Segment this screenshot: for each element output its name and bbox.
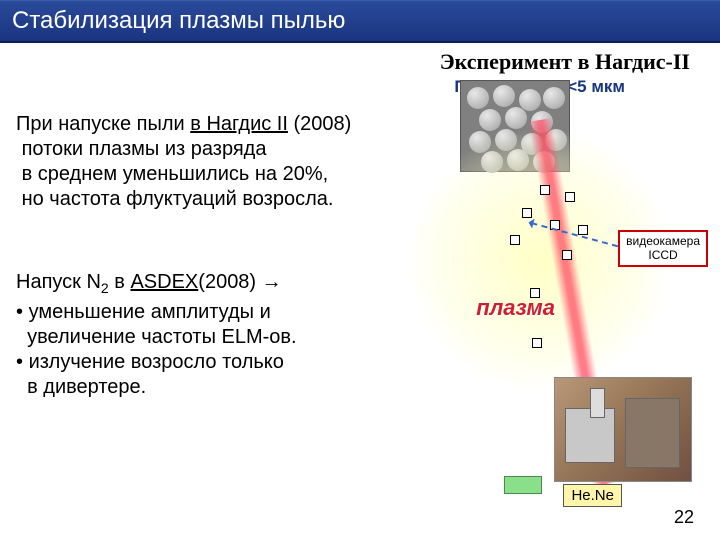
hene-label: He.Ne <box>563 484 622 507</box>
paragraph-asdex: Напуск N2 в ASDEX(2008) → уменьшение амп… <box>16 270 346 400</box>
page-title: Стабилизация плазмы пылью <box>12 7 345 34</box>
lab-photo <box>554 377 692 482</box>
title-bar: Стабилизация плазмы пылью <box>0 0 720 43</box>
dust-particle <box>565 192 575 202</box>
dust-particle <box>562 250 572 260</box>
dust-sphere <box>519 89 541 111</box>
dust-sphere <box>543 87 565 109</box>
plasma-label: плазма <box>476 295 555 321</box>
bullet-1: уменьшение амплитуды и увеличение частот… <box>16 300 346 350</box>
dust-particle <box>578 225 588 235</box>
bullet-2: излучение возросло только в дивертере. <box>16 350 346 400</box>
dust-particle <box>532 338 542 348</box>
iccd-label-box: видеокамера ICCD <box>618 230 708 267</box>
dust-sphere <box>505 107 527 129</box>
dust-particle <box>510 235 520 245</box>
dust-sphere <box>493 85 515 107</box>
dust-sphere <box>479 109 501 131</box>
page-number: 22 <box>674 507 694 528</box>
floor-marker <box>504 476 542 494</box>
dust-spec: Пыль CxHy, d<5 мкм <box>0 77 720 108</box>
dust-particle <box>540 185 550 195</box>
experiment-subtitle: Эксперимент в Нагдис-II <box>0 43 720 77</box>
dust-sphere <box>467 87 489 109</box>
paragraph-nagdis: При напуске пыли в Нагдис II (2008) пото… <box>16 112 426 212</box>
